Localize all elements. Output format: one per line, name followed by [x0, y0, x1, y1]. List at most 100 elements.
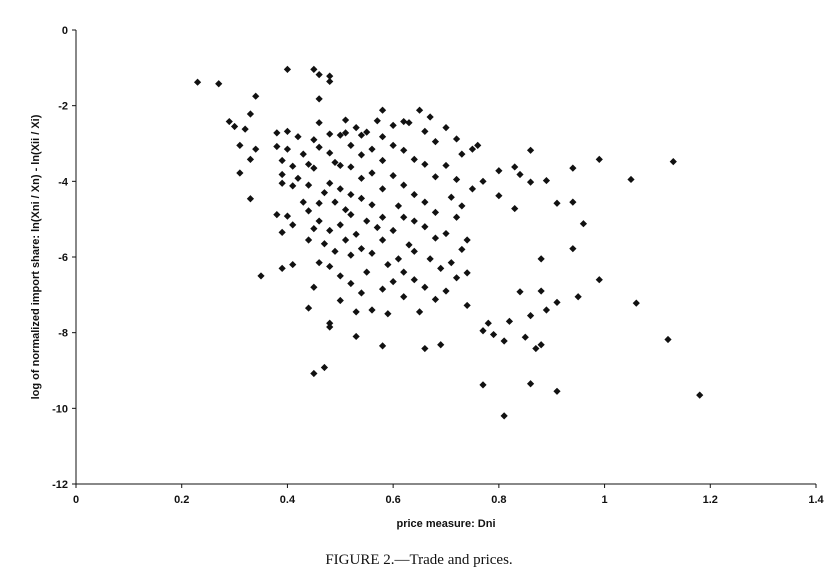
data-point [347, 190, 355, 199]
data-point [389, 121, 397, 129]
x-tick-label: 0.8 [491, 494, 506, 506]
data-point [537, 341, 545, 349]
data-point [310, 283, 318, 291]
data-point [479, 327, 487, 335]
data-point [278, 179, 286, 187]
data-point [341, 236, 350, 244]
data-point [389, 226, 397, 235]
data-point [394, 202, 403, 210]
data-point [215, 80, 223, 88]
data-point [310, 225, 318, 233]
data-point [452, 175, 461, 184]
data-point [415, 106, 424, 114]
data-point [378, 236, 387, 244]
data-point [468, 145, 477, 153]
data-point [394, 255, 403, 263]
data-point [326, 72, 334, 80]
data-point [368, 306, 376, 314]
data-point [326, 226, 334, 235]
y-tick-label: -12 [52, 479, 68, 491]
data-point [405, 119, 413, 127]
data-point [553, 298, 561, 306]
data-point [257, 272, 265, 280]
data-point [331, 247, 339, 255]
data-point [320, 240, 329, 248]
data-point [421, 127, 429, 135]
data-point [400, 293, 408, 301]
y-axis-title: log of normalized import share: ln(Xni /… [30, 114, 42, 399]
x-tick-label: 1 [602, 494, 608, 506]
data-point [320, 363, 329, 372]
data-point [431, 173, 440, 181]
data-point [283, 65, 292, 73]
data-point [357, 289, 366, 297]
data-point [230, 122, 239, 131]
data-point [289, 162, 297, 170]
x-ticks: 0 0.2 0.4 0.6 0.8 1 1.2 1.4 [73, 484, 825, 506]
data-point [378, 342, 387, 350]
data-point [336, 221, 344, 229]
data-point [241, 125, 249, 133]
data-point [378, 106, 387, 114]
data-point [341, 206, 350, 214]
data-point [294, 174, 302, 182]
data-point [363, 217, 371, 225]
x-tick-label: 0.6 [385, 494, 400, 506]
data-point [426, 255, 434, 263]
data-point [283, 212, 292, 220]
data-point [304, 236, 313, 244]
data-point [368, 145, 376, 153]
data-point [421, 283, 429, 291]
data-point [389, 141, 397, 149]
data-point [421, 198, 429, 206]
data-point [384, 310, 392, 318]
data-point [415, 308, 424, 316]
data-point [452, 274, 461, 282]
y-tick-label: -8 [58, 328, 68, 340]
data-point [310, 164, 318, 172]
data-point [537, 287, 545, 295]
data-point [378, 133, 387, 141]
x-tick-label: 1.4 [808, 494, 824, 506]
data-point [357, 194, 366, 202]
data-point [326, 323, 334, 331]
data-point [526, 178, 535, 186]
data-point [315, 143, 323, 151]
x-axis-title: price measure: Dni [396, 518, 495, 530]
data-point [315, 259, 323, 267]
data-point [511, 163, 519, 171]
data-point [373, 117, 381, 125]
y-tick-label: -10 [52, 403, 68, 415]
data-point [400, 268, 408, 276]
data-point [426, 113, 434, 121]
data-point [526, 146, 535, 154]
axes [75, 30, 816, 485]
figure-caption: FIGURE 2.—Trade and prices. [325, 552, 513, 568]
data-point [526, 312, 535, 320]
y-tick-label: 0 [62, 25, 68, 37]
data-point [246, 155, 255, 163]
data-point [431, 208, 440, 216]
data-point [400, 117, 408, 126]
data-point [352, 124, 360, 132]
data-point [246, 110, 255, 118]
data-point [505, 317, 514, 325]
data-point [669, 158, 677, 166]
data-point [526, 380, 535, 388]
data-point [463, 236, 471, 244]
data-point [521, 333, 529, 341]
data-point [458, 202, 466, 210]
data-point [400, 146, 408, 154]
data-point [368, 201, 376, 209]
data-point [458, 245, 466, 254]
data-point [193, 78, 202, 86]
data-point [273, 129, 281, 137]
data-point [352, 332, 360, 341]
data-point [310, 136, 318, 144]
data-point [431, 234, 440, 242]
data-point [421, 344, 429, 353]
data-point [627, 175, 635, 184]
data-point [479, 381, 487, 389]
data-point [537, 255, 545, 263]
data-point [553, 387, 561, 395]
